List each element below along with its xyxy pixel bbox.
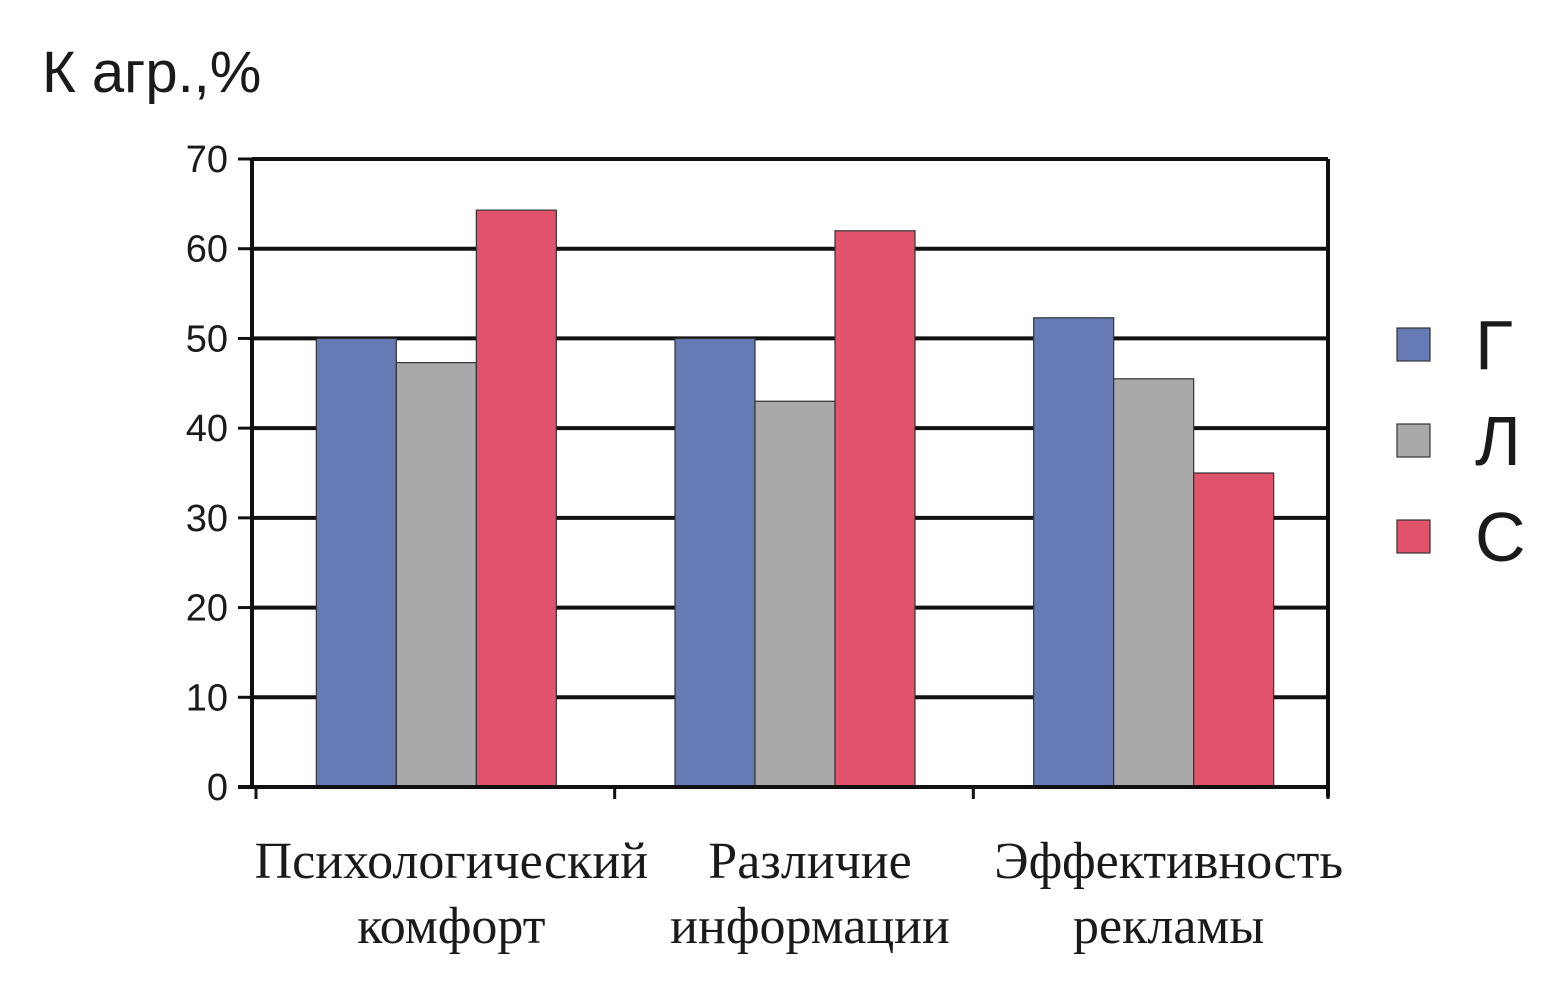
category-labels: Психологический комфорт Различие информации… [255, 833, 1343, 955]
y-tick-label: 40 [186, 408, 228, 450]
bar [1193, 472, 1275, 788]
bar [1033, 317, 1115, 788]
legend-swatch [1396, 327, 1431, 362]
y-tick-label: 60 [186, 229, 228, 271]
category-label: комфорт [357, 898, 545, 955]
category-label: Психологический [255, 833, 648, 890]
y-tick-label: 30 [186, 498, 228, 540]
bars [315, 209, 1275, 788]
y-tick-label: 10 [186, 677, 228, 719]
category-label: рекламы [1073, 898, 1264, 955]
y-tick-label: 50 [186, 318, 228, 360]
category-label: информации [670, 898, 950, 955]
category-label: Эффективность [994, 833, 1343, 890]
y-tick-label: 70 [186, 139, 228, 181]
legend-label: Г [1475, 306, 1513, 384]
bar [674, 337, 756, 788]
legend-label: Л [1475, 402, 1521, 480]
legend-label: С [1475, 498, 1526, 576]
bar [1113, 378, 1195, 788]
category-label: Различие [708, 833, 911, 890]
bar [754, 400, 836, 788]
y-axis-label: К агр.,% [42, 40, 261, 105]
axes [238, 157, 1330, 799]
legend-swatch [1396, 519, 1431, 554]
bar [475, 209, 557, 788]
legend: ГЛС [1396, 306, 1526, 576]
y-tick-label: 0 [207, 767, 228, 809]
bar [834, 230, 916, 788]
y-tick-labels: 0 10 20 30 40 50 60 70 [186, 139, 228, 809]
y-tick-label: 20 [186, 588, 228, 630]
bar [315, 337, 397, 788]
legend-swatch [1396, 423, 1431, 458]
bar [395, 362, 477, 788]
